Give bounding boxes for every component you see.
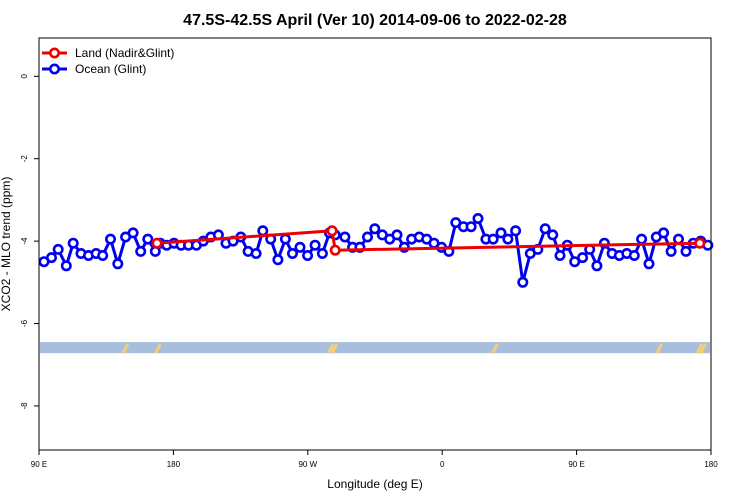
data-point-ocean <box>487 233 499 245</box>
y-tick-label: -8 <box>20 402 29 410</box>
y-tick-label: -2 <box>20 155 29 163</box>
data-point-ocean <box>60 260 72 272</box>
data-point-ocean <box>465 221 477 233</box>
legend-marker-land <box>48 47 60 59</box>
data-point-ocean <box>105 233 117 245</box>
series-line-land <box>156 229 700 252</box>
x-tick-label: 0 <box>440 460 445 469</box>
chart-title: 47.5S-42.5S April (Ver 10) 2014-09-06 to… <box>183 12 567 29</box>
data-point-ocean <box>547 229 559 241</box>
data-point-ocean <box>680 245 692 257</box>
data-point-ocean <box>361 231 373 243</box>
data-point-ocean <box>97 250 109 262</box>
data-point-ocean <box>279 233 291 245</box>
data-point-land <box>151 237 163 249</box>
data-point-ocean <box>316 248 328 260</box>
plot-frame <box>38 37 712 451</box>
data-point-ocean <box>495 227 507 239</box>
land-mark <box>121 343 130 354</box>
data-point-ocean <box>391 229 403 241</box>
data-point-ocean <box>286 248 298 260</box>
land-strip <box>40 342 710 354</box>
data-point-ocean <box>52 243 64 255</box>
legend-marker-ocean <box>48 63 60 75</box>
data-point-ocean <box>112 258 124 270</box>
data-point-ocean <box>636 233 648 245</box>
land-mark <box>491 343 499 354</box>
data-point-ocean <box>135 245 147 257</box>
data-point-ocean <box>554 250 566 262</box>
x-tick-label: 180 <box>167 460 181 469</box>
x-tick-label: 90 W <box>298 460 317 469</box>
x-axis: 90 E 180 90 W 0 90 E 180 <box>31 450 718 469</box>
data-point-ocean <box>272 254 284 266</box>
data-point-ocean <box>67 237 79 249</box>
land-mark <box>326 343 335 354</box>
land-mark <box>695 343 704 354</box>
data-point-ocean <box>45 252 57 264</box>
data-point-land <box>694 237 706 249</box>
x-tick-label: 90 E <box>31 460 47 469</box>
data-point-ocean <box>302 250 314 262</box>
y-tick-label: -4 <box>20 237 29 245</box>
data-point-ocean <box>142 233 154 245</box>
data-point-ocean <box>294 241 306 253</box>
data-point-ocean <box>369 223 381 235</box>
data-point-ocean <box>577 252 589 264</box>
data-point-ocean <box>472 213 484 225</box>
land-mark <box>330 343 339 354</box>
data-point-ocean <box>665 245 677 257</box>
legend-label-ocean: Ocean (Glint) <box>75 62 146 76</box>
data-point-ocean <box>569 256 581 268</box>
data-point-ocean <box>517 276 529 288</box>
data-point-ocean <box>628 250 640 262</box>
y-tick-label: -6 <box>20 319 29 327</box>
land-mark <box>655 343 664 354</box>
x-tick-label: 180 <box>704 460 718 469</box>
data-point-ocean <box>127 227 139 239</box>
data-point-ocean <box>658 227 670 239</box>
data-point-land <box>326 225 338 237</box>
legend: Land (Nadir&Glint) Ocean (Glint) <box>42 46 174 76</box>
data-point-ocean <box>510 225 522 237</box>
y-axis-label: XCO2 - MLO trend (ppm) <box>0 177 13 312</box>
data-point-ocean <box>539 223 551 235</box>
land-mark <box>699 343 707 354</box>
x-tick-label: 90 E <box>568 460 584 469</box>
data-point-ocean <box>643 258 655 270</box>
x-axis-label: Longitude (deg E) <box>327 477 422 491</box>
legend-label-land: Land (Nadir&Glint) <box>75 46 174 60</box>
land-mark <box>154 343 162 354</box>
data-point-ocean <box>257 225 269 237</box>
data-point-ocean <box>591 260 603 272</box>
land-strip-layer <box>40 342 710 354</box>
data-point-ocean <box>250 248 262 260</box>
data-point-ocean <box>309 239 321 251</box>
y-axis: 0 -2 -4 -6 -8 <box>20 74 39 410</box>
series-layer <box>38 213 714 288</box>
data-point-ocean <box>672 233 684 245</box>
data-point-ocean <box>502 233 514 245</box>
data-point-ocean <box>339 231 351 243</box>
y-tick-label: 0 <box>20 74 29 79</box>
data-point-land <box>329 244 341 256</box>
